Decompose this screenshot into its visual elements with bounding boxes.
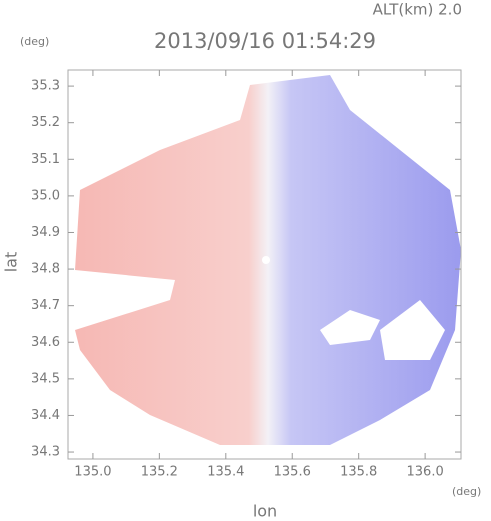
x-axis-label: lon (253, 502, 277, 521)
y-tick-label: 34.8 (31, 262, 60, 277)
y-tick-label: 34.6 (31, 335, 60, 350)
x-tick-label: 136.0 (407, 465, 444, 480)
y-tick-label: 34.5 (31, 371, 60, 386)
x-unit: (deg) (452, 485, 481, 498)
x-tick-label: 135.0 (74, 465, 111, 480)
chart-title: 2013/09/16 01:54:29 (154, 29, 376, 53)
y-axis-label: lat (2, 252, 21, 273)
y-unit: (deg) (20, 35, 49, 48)
y-tick-label: 34.4 (31, 408, 60, 423)
x-tick-label: 135.6 (274, 465, 311, 480)
y-tick-label: 35.0 (31, 188, 60, 203)
x-tick-label: 135.8 (340, 465, 377, 480)
altitude-label: ALT(km) 2.0 (373, 1, 462, 19)
y-tick-label: 34.7 (31, 298, 60, 313)
x-tick-label: 135.4 (207, 465, 244, 480)
radar-field (75, 75, 461, 445)
y-tick-label: 34.3 (31, 445, 60, 460)
y-tick-label: 35.2 (31, 115, 60, 130)
y-tick-label: 35.3 (31, 79, 60, 94)
x-tick-label: 135.2 (141, 465, 178, 480)
y-tick-label: 35.1 (31, 152, 60, 167)
plot-frame (67, 69, 462, 460)
y-tick-label: 34.9 (31, 225, 60, 240)
